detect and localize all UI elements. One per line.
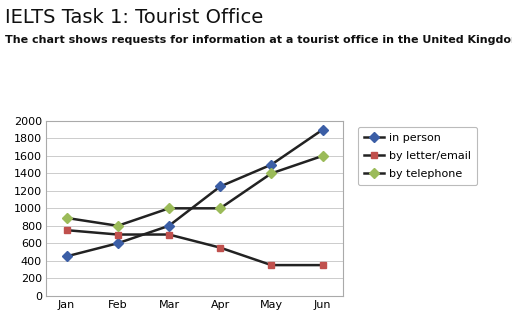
Text: IELTS Task 1: Tourist Office: IELTS Task 1: Tourist Office: [5, 8, 263, 28]
Legend: in person, by letter/email, by telephone: in person, by letter/email, by telephone: [357, 127, 477, 185]
Text: The chart shows requests for information at a tourist office in the United Kingd: The chart shows requests for information…: [5, 35, 512, 45]
